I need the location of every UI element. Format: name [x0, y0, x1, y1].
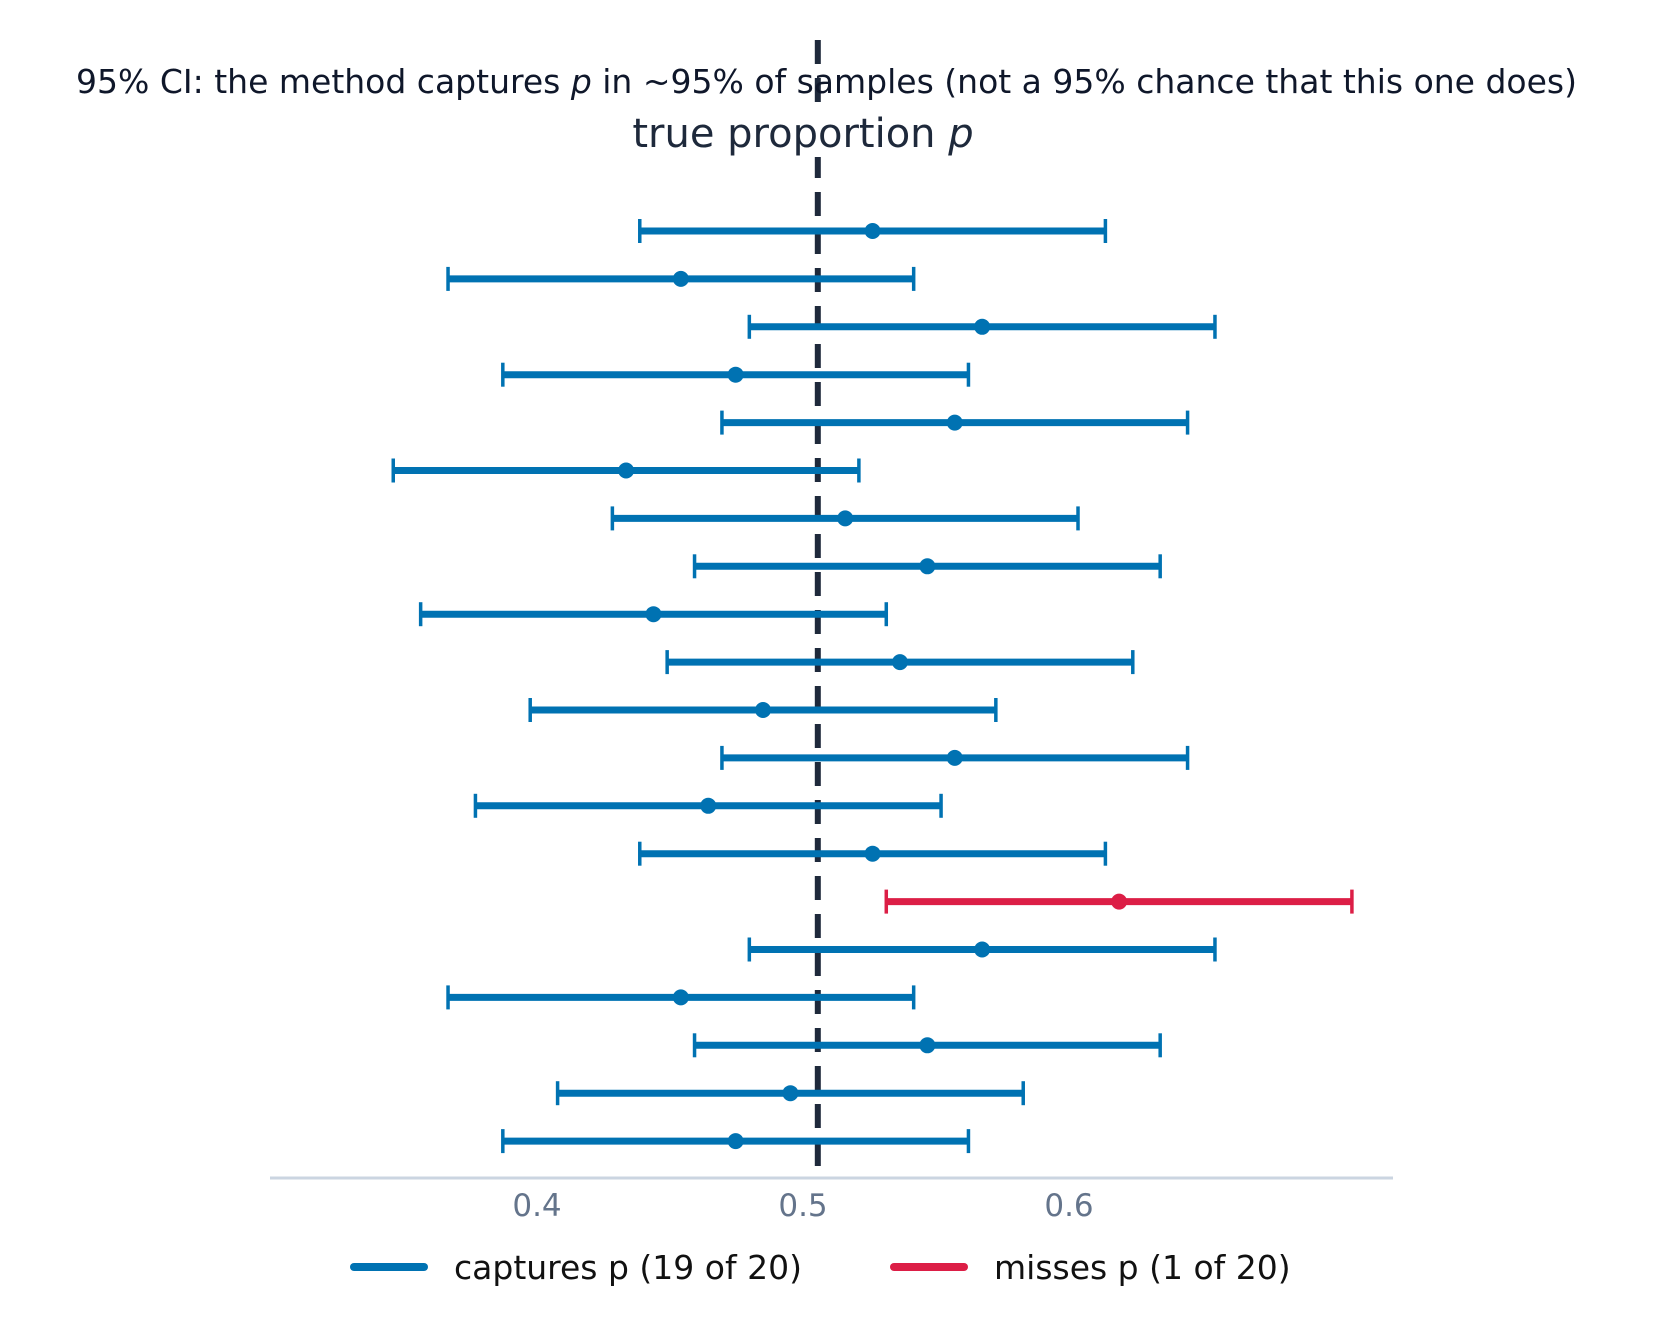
- chart-title: 95% CI: the method captures p in ~95% of…: [76, 62, 1577, 101]
- legend-swatch-captures: [350, 1263, 428, 1271]
- legend-item-misses: misses p (1 of 20): [890, 1245, 1291, 1289]
- ci-estimate-point: [727, 1133, 744, 1150]
- ci-estimate-point: [974, 318, 991, 335]
- ci-estimate-point: [891, 654, 908, 671]
- legend-label-captures: captures p (19 of 20): [454, 1247, 802, 1287]
- x-tick-label: 0.6: [1044, 1188, 1094, 1224]
- ci-estimate-point: [672, 270, 689, 287]
- ci-estimate-point: [1111, 893, 1128, 910]
- ci-estimate-point: [946, 749, 963, 766]
- ci-estimate-point: [755, 702, 772, 718]
- legend: captures p (19 of 20) misses p (1 of 20): [0, 1245, 1653, 1289]
- ci-estimate-point: [864, 223, 881, 239]
- ci-estimate-point: [837, 510, 854, 527]
- ci-estimate-point: [974, 941, 991, 958]
- ci-estimate-point: [864, 845, 881, 862]
- ci-estimate-point: [782, 1085, 799, 1102]
- x-tick-label: 0.4: [512, 1188, 562, 1224]
- ci-estimate-point: [919, 1037, 936, 1054]
- legend-swatch-misses: [890, 1263, 968, 1271]
- reference-line-label: true proportion p: [626, 111, 980, 157]
- ci-estimate-point: [618, 462, 635, 479]
- ci-estimate-point: [727, 366, 744, 383]
- legend-label-misses: misses p (1 of 20): [994, 1247, 1291, 1287]
- ci-estimate-point: [946, 414, 963, 431]
- ci-estimate-point: [700, 797, 717, 814]
- ci-estimate-point: [645, 606, 662, 623]
- ci-estimate-point: [919, 558, 936, 575]
- legend-item-captures: captures p (19 of 20): [350, 1245, 802, 1289]
- ci-estimate-point: [672, 989, 689, 1006]
- x-tick-label: 0.5: [778, 1188, 828, 1224]
